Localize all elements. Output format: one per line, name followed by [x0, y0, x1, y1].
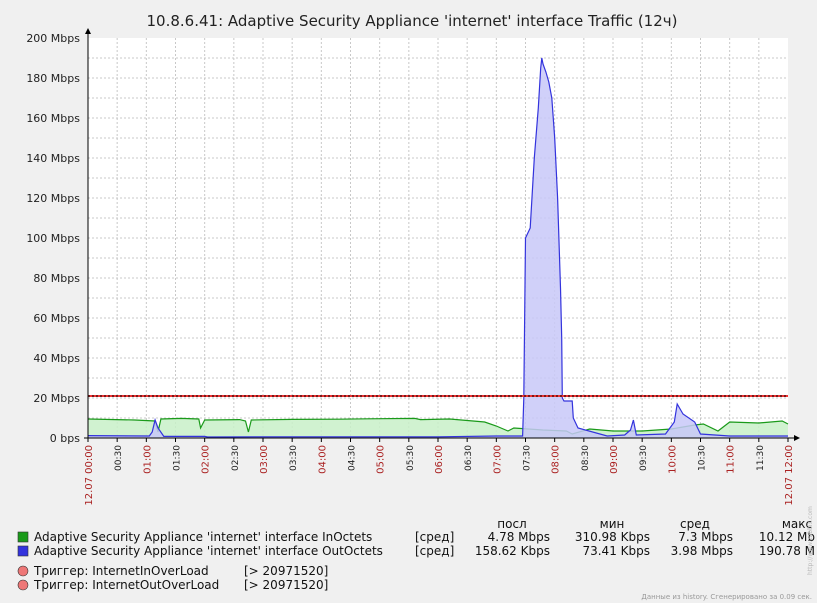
- x-tick-label: 04:30: [348, 445, 358, 471]
- trigger-legend-label: Триггер: InternetInOverLoad: [33, 564, 209, 578]
- x-tick-label: 09:00: [609, 445, 620, 474]
- x-tick-label: 11:00: [726, 445, 737, 474]
- x-tick-label: 11:30: [756, 445, 766, 471]
- y-tick-label: 200 Mbps: [26, 32, 80, 45]
- y-tick-label: 80 Mbps: [33, 272, 80, 285]
- footer-text: Данные из history. Сгенерировано за 0.09…: [641, 593, 812, 601]
- legend-last-value: 158.62 Kbps: [475, 544, 550, 558]
- x-tick-label: 08:00: [551, 445, 562, 474]
- legend-series-name: Adaptive Security Appliance 'internet' i…: [34, 544, 383, 558]
- x-tick-label: 06:00: [434, 445, 445, 474]
- trigger-legend-dot: [17, 565, 29, 577]
- x-tick-labels: 12.07 00:00 00:30 01:00 01:30 02:00 02:30 03:0…: [84, 438, 795, 506]
- x-tick-label: 04:00: [317, 445, 328, 474]
- y-tick-label: 20 Mbps: [33, 392, 80, 405]
- x-tick-label: 00:30: [114, 445, 124, 471]
- legend-avg-value: 3.98 Mbps: [671, 544, 733, 558]
- series-areas: [87, 57, 789, 438]
- series-line-2: [87, 57, 788, 438]
- x-tick-label: 06:30: [464, 445, 474, 471]
- legend-avg-value: 7.3 Mbps: [678, 530, 733, 544]
- x-tick-label: 01:00: [142, 445, 153, 474]
- x-tick-label: 10:30: [698, 445, 708, 471]
- trigger-legend-label: Триггер: InternetOutOverLoad: [33, 578, 219, 592]
- legend-swatch: [17, 545, 29, 557]
- x-tick-label: 07:00: [492, 445, 503, 474]
- x-tick-label: 03:30: [289, 445, 299, 471]
- x-tick-label: 02:00: [201, 445, 212, 474]
- legend-series-name: Adaptive Security Appliance 'internet' i…: [34, 530, 372, 544]
- legend-max-value: 10.12 Mb: [759, 530, 815, 544]
- y-tick-labels: 0 bps 20 Mbps 40 Mbps 60 Mbps 80 Mbps 100 Mbp…: [26, 32, 80, 445]
- legend-min-value: 310.98 Kbps: [575, 530, 650, 544]
- legend: посл мин сред макс Adaptive Security Applian…: [17, 517, 815, 592]
- trigger-legend-value: [> 20971520]: [244, 578, 328, 592]
- y-tick-label: 0 bps: [50, 432, 80, 445]
- y-axis-arrow: [85, 28, 91, 34]
- y-tick-label: 40 Mbps: [33, 352, 80, 365]
- x-tick-label: 05:30: [406, 445, 416, 471]
- x-tick-label: 02:30: [231, 445, 241, 471]
- legend-func: [сред]: [415, 530, 454, 544]
- axes: [84, 28, 800, 442]
- legend-max-value: 190.78 M: [759, 544, 815, 558]
- watermark: http://www.zabbix.com: [807, 506, 814, 575]
- legend-header-avg: сред: [680, 517, 710, 531]
- y-tick-label: 140 Mbps: [26, 152, 80, 165]
- trigger-legend-dot: [17, 579, 29, 591]
- x-tick-label: 01:30: [173, 445, 183, 471]
- x-tick-label: 09:30: [639, 445, 649, 471]
- x-tick-label: 12.07 12:00: [784, 445, 795, 506]
- legend-swatch: [17, 531, 29, 543]
- x-tick-label: 10:00: [667, 445, 678, 474]
- x-tick-label: 03:00: [259, 445, 270, 474]
- legend-header-min: мин: [600, 517, 625, 531]
- y-tick-label: 120 Mbps: [26, 192, 80, 205]
- y-tick-label: 160 Mbps: [26, 112, 80, 125]
- legend-func: [сред]: [415, 544, 454, 558]
- legend-header-max: макс: [782, 517, 812, 531]
- trigger-legend-value: [> 20971520]: [244, 564, 328, 578]
- y-tick-label: 100 Mbps: [26, 232, 80, 245]
- chart-title: 10.8.6.41: Adaptive Security Appliance '…: [147, 12, 678, 30]
- x-tick-label: 12.07 00:00: [84, 445, 95, 506]
- legend-header-last: посл: [497, 517, 526, 531]
- grid: [88, 38, 788, 438]
- y-tick-label: 60 Mbps: [33, 312, 80, 325]
- series-area-1: [88, 418, 788, 438]
- y-tick-label: 180 Mbps: [26, 72, 80, 85]
- x-tick-label: 08:30: [581, 445, 591, 471]
- legend-min-value: 73.41 Kbps: [582, 544, 650, 558]
- legend-last-value: 4.78 Mbps: [488, 530, 550, 544]
- x-tick-label: 07:30: [523, 445, 533, 471]
- x-axis-arrow: [794, 435, 800, 441]
- x-tick-label: 05:00: [376, 445, 387, 474]
